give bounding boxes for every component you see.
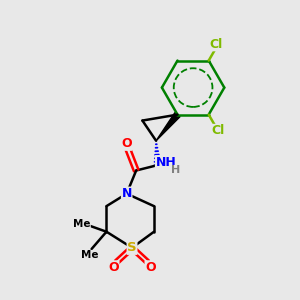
- Text: N: N: [122, 187, 132, 200]
- Text: NH: NH: [155, 156, 176, 169]
- Polygon shape: [156, 112, 180, 141]
- Text: H: H: [171, 166, 180, 176]
- Text: O: O: [108, 261, 119, 274]
- Text: O: O: [121, 137, 132, 150]
- Text: Cl: Cl: [211, 124, 224, 137]
- Text: S: S: [127, 241, 137, 254]
- Text: Me: Me: [73, 219, 90, 229]
- Text: Me: Me: [81, 250, 99, 260]
- Text: Cl: Cl: [210, 38, 223, 51]
- Text: O: O: [145, 261, 156, 274]
